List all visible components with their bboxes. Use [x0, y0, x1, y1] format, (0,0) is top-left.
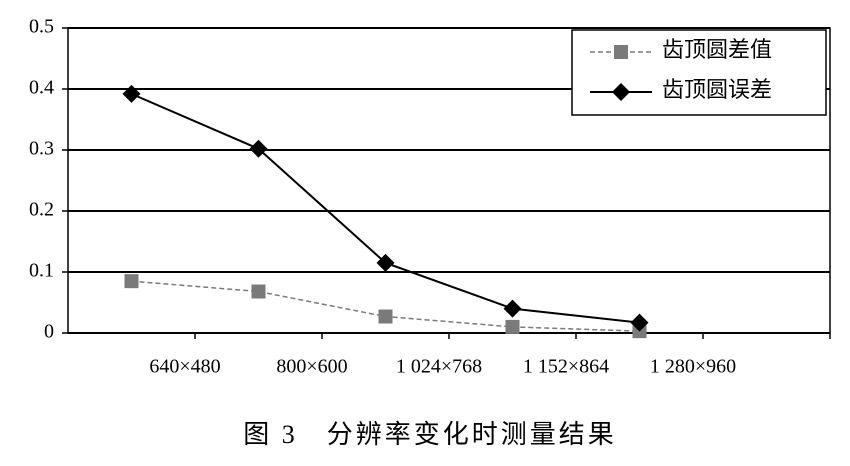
series-line [131, 280, 640, 332]
caption: 图 3 分辨率变化时测量结果 [243, 420, 617, 449]
legend-label: 齿顶圆误差 [662, 77, 772, 102]
legend-box [571, 29, 827, 116]
series-line [131, 92, 640, 324]
x-tick-label: 640×480 [149, 356, 220, 378]
marker [376, 253, 395, 272]
marker [251, 284, 266, 299]
x-tick-label: 800×600 [276, 356, 347, 378]
x-tick-label: 1 024×768 [396, 356, 482, 378]
legend-marker [612, 83, 630, 101]
marker [630, 313, 649, 332]
legend-label: 齿顶圆差值 [662, 37, 772, 62]
y-tick-label: 0.4 [29, 77, 54, 99]
marker [124, 274, 139, 289]
legend-marker [614, 45, 628, 59]
y-tick-label: 0.2 [29, 199, 54, 221]
marker [505, 319, 520, 334]
y-tick-label: 0 [44, 321, 54, 343]
y-tick-label: 0.5 [29, 16, 54, 38]
x-tick-label: 1 152×864 [523, 356, 609, 378]
marker [503, 299, 522, 318]
marker [378, 309, 393, 324]
y-tick-label: 0.1 [29, 260, 54, 282]
y-tick-label: 0.3 [29, 138, 54, 160]
marker [249, 139, 268, 158]
marker [122, 84, 141, 103]
x-tick-label: 1 280×960 [650, 356, 736, 378]
